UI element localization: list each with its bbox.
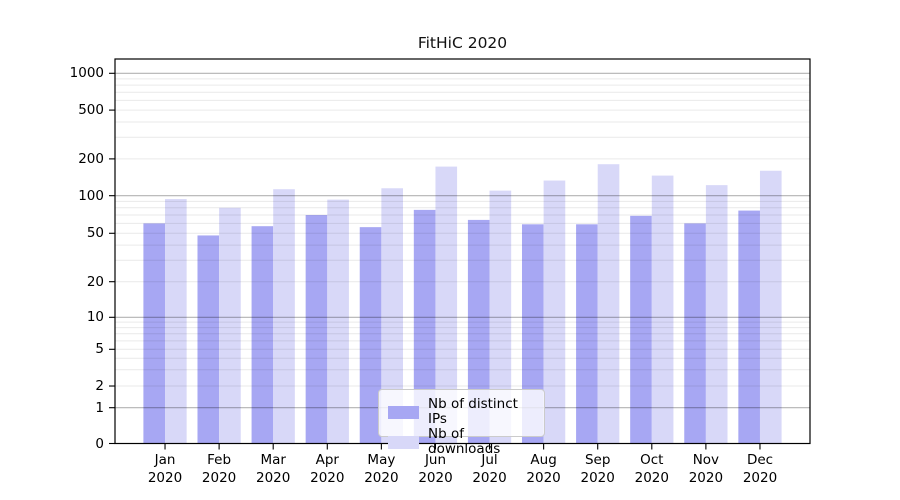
x-tick-label-jan-2020: Jan 2020 — [147, 452, 183, 486]
y-tick-label-2: 2 — [95, 378, 104, 394]
bar-nb-of-downloads-dec-2020 — [759, 170, 782, 444]
bar-nb-of-downloads-jul-2020 — [489, 190, 512, 444]
bar-nb-of-downloads-mar-2020 — [273, 189, 295, 444]
y-tick-label-0: 0 — [95, 435, 104, 452]
y-tick-label-5: 5 — [95, 341, 104, 358]
x-tick-label-may-2020: May 2020 — [364, 452, 399, 486]
x-tick-label-mar-2020: Mar 2020 — [256, 452, 291, 486]
legend-swatch-downloads — [388, 435, 419, 449]
y-tick-label-10: 10 — [86, 309, 104, 326]
bar-nb-of-downloads-may-2020 — [381, 188, 403, 444]
x-tick-label-oct-2020: Oct 2020 — [634, 452, 669, 486]
x-tick-label-jun-2020: Jun 2020 — [418, 452, 453, 486]
y-tick-label-1: 1 — [95, 399, 104, 416]
bar-nb-of-distinct-ips-jan-2020 — [143, 223, 166, 444]
y-tick-label-100: 100 — [78, 187, 104, 204]
bar-nb-of-distinct-ips-nov-2020 — [684, 223, 706, 444]
bar-nb-of-distinct-ips-jul-2020 — [467, 219, 490, 444]
y-tick-label-200: 200 — [78, 150, 104, 167]
plot-border — [114, 58, 811, 445]
x-tick-label-sep-2020: Sep 2020 — [580, 452, 615, 486]
bar-nb-of-distinct-ips-may-2020 — [359, 227, 382, 444]
bar-nb-of-downloads-oct-2020 — [651, 175, 674, 444]
bar-nb-of-distinct-ips-dec-2020 — [738, 210, 760, 444]
x-tick-label-nov-2020: Nov 2020 — [688, 452, 724, 486]
legend: Nb of distinct IPs Nb of downloads — [378, 389, 545, 457]
bar-nb-of-downloads-apr-2020 — [327, 199, 349, 444]
x-tick-label-feb-2020: Feb 2020 — [201, 452, 237, 486]
bar-nb-of-downloads-jan-2020 — [165, 199, 187, 444]
x-tick-label-apr-2020: Apr 2020 — [310, 452, 345, 486]
y-tick-label-50: 50 — [86, 225, 104, 242]
legend-item-downloads: Nb of downloads — [388, 427, 535, 457]
bar-nb-of-distinct-ips-oct-2020 — [630, 215, 652, 444]
bar-nb-of-downloads-feb-2020 — [219, 207, 241, 444]
bar-nb-of-downloads-jun-2020 — [435, 166, 458, 444]
bar-nb-of-distinct-ips-mar-2020 — [251, 226, 274, 444]
legend-swatch-distinct-ips — [388, 405, 419, 419]
bar-nb-of-distinct-ips-feb-2020 — [197, 235, 220, 444]
bar-nb-of-downloads-aug-2020 — [543, 180, 566, 444]
bar-nb-of-downloads-sep-2020 — [597, 164, 620, 444]
chart-title: FitHiC 2020 — [417, 34, 508, 52]
y-tick-label-500: 500 — [78, 102, 104, 119]
y-tick-label-20: 20 — [86, 273, 104, 290]
y-tick-label-1000: 1000 — [69, 65, 104, 82]
legend-item-distinct-ips: Nb of distinct IPs — [388, 397, 535, 427]
bar-nb-of-downloads-nov-2020 — [705, 185, 728, 444]
bar-nb-of-distinct-ips-apr-2020 — [305, 215, 328, 444]
x-tick-label-dec-2020: Dec 2020 — [742, 452, 778, 486]
bar-nb-of-distinct-ips-jun-2020 — [413, 209, 436, 444]
x-tick-label-aug-2020: Aug 2020 — [526, 452, 561, 486]
legend-label-distinct-ips: Nb of distinct IPs — [428, 396, 518, 427]
legend-label-downloads: Nb of downloads — [428, 426, 501, 457]
bar-nb-of-distinct-ips-aug-2020 — [521, 224, 544, 444]
x-tick-label-jul-2020: Jul 2020 — [472, 452, 507, 486]
bar-nb-of-distinct-ips-sep-2020 — [576, 224, 598, 444]
